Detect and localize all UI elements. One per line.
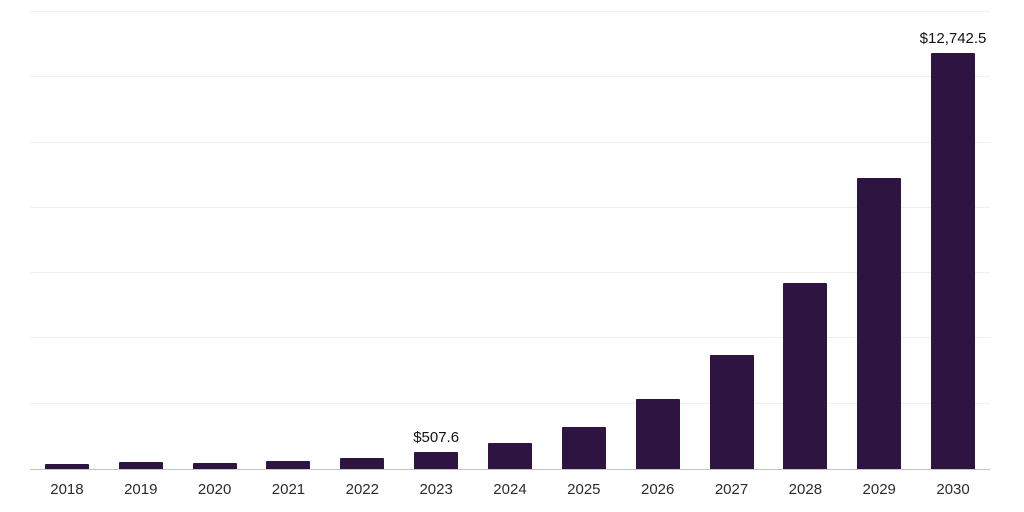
bar-column-2018 [30, 12, 104, 469]
x-tick-label-2023: 2023 [419, 481, 453, 498]
data-label-2023: $507.6 [413, 429, 460, 447]
x-tick-label-2018: 2018 [50, 481, 84, 498]
bar-column-2028 [768, 12, 842, 469]
bar-column-2019 [104, 12, 178, 469]
bar-2018 [44, 463, 89, 469]
x-tick-label-2020: 2020 [197, 481, 232, 498]
x-tick-label-2028: 2028 [788, 481, 823, 498]
bar-column-2025 [547, 12, 621, 469]
gridline [30, 141, 990, 143]
bar-2021 [266, 461, 311, 469]
gridline [30, 206, 990, 208]
data-label-2030: $12,742.5 [919, 30, 987, 48]
plot-area: $507.6 $12,742.5 [30, 11, 990, 470]
bar-column-2026 [621, 12, 695, 469]
bar-2022 [340, 458, 385, 469]
bar-column-2020 [178, 12, 252, 469]
gridline [30, 272, 990, 274]
bar-2027 [709, 354, 754, 469]
x-tick-label-2029: 2029 [862, 481, 896, 498]
x-tick-label-2025: 2025 [567, 481, 601, 498]
x-tick-label-2030: 2030 [936, 481, 970, 498]
x-tick-label-2022: 2022 [345, 481, 379, 498]
x-tick-label-2026: 2026 [640, 481, 675, 498]
bar-2019 [118, 462, 163, 469]
x-tick-label-2021: 2021 [271, 481, 306, 498]
bar-column-2029 [842, 12, 916, 469]
bar-2023 [414, 452, 459, 469]
bar-2029 [857, 178, 902, 469]
bar-column-2024 [473, 12, 547, 469]
x-axis: 2018 2019 2020 2021 2022 2023 2024 2025 2026 2027… [30, 481, 990, 498]
x-tick-label-2024: 2024 [493, 481, 527, 498]
bar-2030 [931, 53, 976, 469]
bar-2026 [635, 398, 680, 469]
gridline [30, 337, 990, 339]
bar-2024 [487, 443, 532, 469]
bar-column-2021 [252, 12, 326, 469]
bar-2020 [192, 462, 237, 469]
bar-column-2023: $507.6 [399, 12, 473, 469]
bar-column-2022 [325, 12, 399, 469]
bar-2025 [561, 427, 606, 469]
gridline [30, 402, 990, 404]
bar-column-2030: $12,742.5 [916, 12, 990, 469]
gridline [30, 11, 990, 12]
bars-container: $507.6 $12,742.5 [30, 12, 990, 469]
x-tick-label-2019: 2019 [124, 481, 158, 498]
bar-column-2027 [695, 12, 769, 469]
gridline [30, 76, 990, 78]
x-tick-label-2027: 2027 [714, 481, 749, 498]
bar-2028 [783, 282, 828, 469]
